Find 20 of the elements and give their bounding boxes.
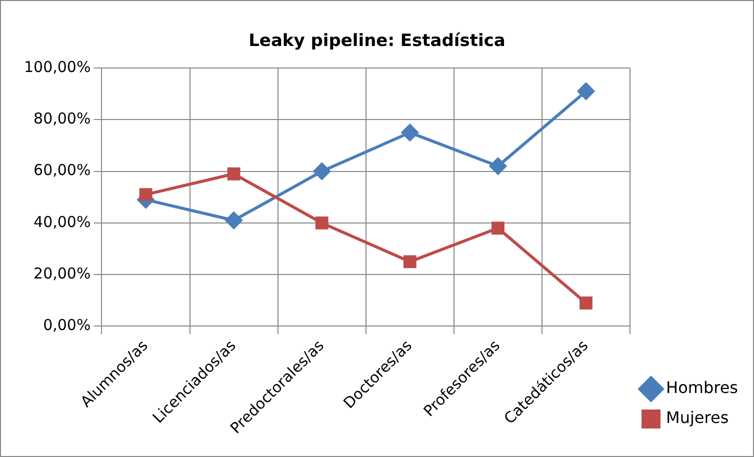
y-tick-label: 80,00% xyxy=(34,110,91,128)
y-tick-label: 20,00% xyxy=(34,264,91,282)
point xyxy=(313,162,330,180)
legend-label: Mujeres xyxy=(666,408,729,428)
legend-label: Hombres xyxy=(666,378,738,398)
point xyxy=(489,158,506,175)
y-tick-label: 0,00% xyxy=(43,316,91,334)
point xyxy=(225,212,242,229)
y-tick-label: 100,00% xyxy=(24,58,91,76)
point xyxy=(578,82,595,100)
chart-title: Leaky pipeline: Estadística xyxy=(248,31,506,51)
point xyxy=(580,296,592,310)
y-tick-label: 60,00% xyxy=(34,161,91,180)
point xyxy=(403,255,416,268)
y-tick-label: 40,00% xyxy=(34,212,91,231)
point xyxy=(315,216,328,230)
point xyxy=(492,222,504,235)
point xyxy=(401,124,418,142)
point xyxy=(139,188,152,201)
point xyxy=(227,167,240,180)
